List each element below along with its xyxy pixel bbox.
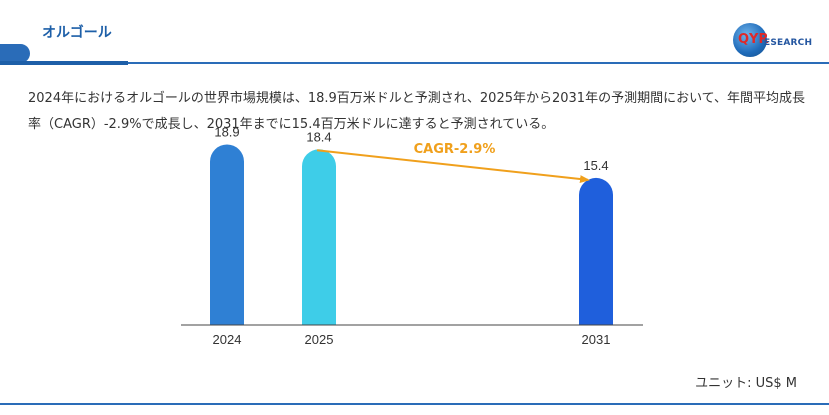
x-tick-label-2031: 2031 <box>582 332 611 347</box>
bar-2031 <box>579 177 613 325</box>
globe-icon <box>733 23 767 57</box>
footer-divider <box>0 403 829 405</box>
header-tab <box>0 44 30 63</box>
logo-qy: QYR <box>738 32 769 47</box>
bar-2024 <box>210 144 244 325</box>
header-divider <box>0 61 829 65</box>
x-tick-label-2025: 2025 <box>305 332 334 347</box>
page-title: オルゴール <box>42 25 112 41</box>
logo-research: ESEARCH <box>764 38 813 48</box>
market-description: 2024年におけるオルゴールの世界市場規模は、18.9百万米ドルと予測され、20… <box>28 91 806 132</box>
cagr-label: CAGR-2.9% <box>414 142 496 157</box>
bar-2025 <box>302 149 336 325</box>
brand-logo: QYR ESEARCH <box>733 23 813 59</box>
value-label-2031: 15.4 <box>583 158 608 173</box>
value-label-2025: 18.4 <box>306 129 331 144</box>
x-tick-label-2024: 2024 <box>213 332 242 347</box>
unit-label: ユニット: US$ M <box>695 376 797 391</box>
cagr-arrow <box>316 149 590 184</box>
value-label-2024: 18.9 <box>214 125 239 140</box>
